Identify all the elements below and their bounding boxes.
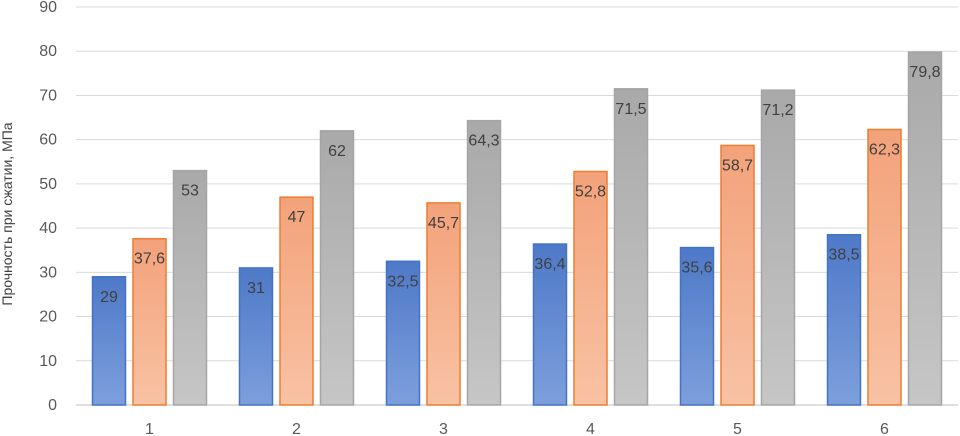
y-tick-label: 60 bbox=[39, 132, 57, 149]
y-tick-label: 30 bbox=[39, 264, 57, 281]
bar bbox=[172, 169, 208, 406]
bar bbox=[826, 233, 862, 406]
x-tick-label: 6 bbox=[880, 421, 889, 436]
data-label: 52,8 bbox=[575, 184, 606, 201]
bar bbox=[907, 51, 943, 406]
bar bbox=[573, 170, 608, 406]
data-label: 53 bbox=[181, 183, 199, 200]
x-axis-ticks: 1 2 3 4 5 6 bbox=[145, 421, 889, 436]
data-label: 35,6 bbox=[681, 260, 712, 277]
data-label: 36,4 bbox=[534, 256, 565, 273]
bar bbox=[91, 276, 127, 406]
bar bbox=[720, 144, 755, 406]
x-tick-label: 4 bbox=[586, 421, 595, 436]
x-tick-label: 2 bbox=[292, 421, 301, 436]
bar bbox=[466, 119, 502, 406]
y-axis-title: Прочность при сжатии, МПа bbox=[0, 122, 15, 305]
data-label: 62,3 bbox=[869, 141, 900, 158]
data-label: 37,6 bbox=[134, 251, 165, 268]
y-tick-label: 40 bbox=[39, 220, 57, 237]
x-tick-label: 1 bbox=[145, 421, 154, 436]
y-tick-label: 0 bbox=[48, 397, 57, 414]
y-tick-label: 90 bbox=[39, 0, 57, 16]
y-tick-label: 10 bbox=[39, 353, 57, 370]
bar bbox=[132, 237, 167, 406]
y-tick-label: 50 bbox=[39, 176, 57, 193]
data-label: 79,8 bbox=[909, 64, 940, 81]
bar bbox=[679, 246, 715, 406]
data-label: 71,5 bbox=[615, 101, 646, 118]
y-axis-ticks: 0 10 20 30 40 50 60 70 80 90 bbox=[39, 0, 57, 414]
x-tick-label: 3 bbox=[439, 421, 448, 436]
data-label: 38,5 bbox=[828, 247, 859, 264]
data-label: 58,7 bbox=[722, 157, 753, 174]
y-tick-label: 20 bbox=[39, 309, 57, 326]
data-label: 64,3 bbox=[468, 133, 499, 150]
data-label: 62 bbox=[328, 143, 346, 160]
gridlines bbox=[76, 6, 958, 406]
bar bbox=[279, 196, 314, 406]
data-label: 45,7 bbox=[428, 215, 459, 232]
y-tick-label: 80 bbox=[39, 43, 57, 60]
bar bbox=[867, 128, 902, 406]
bar bbox=[532, 243, 568, 406]
bar bbox=[426, 202, 461, 406]
data-label: 32,5 bbox=[387, 273, 418, 290]
bar bbox=[760, 89, 796, 406]
data-labels: 29 37,6 53 31 47 62 32,5 45,7 64,3 36,4 52,8 71,5 35… bbox=[100, 64, 941, 306]
bar bbox=[613, 88, 649, 406]
x-tick-label: 5 bbox=[733, 421, 742, 436]
data-label: 71,2 bbox=[762, 102, 793, 119]
data-label: 29 bbox=[100, 289, 118, 306]
bar bbox=[319, 130, 355, 406]
data-label: 31 bbox=[247, 280, 265, 297]
data-label: 47 bbox=[288, 209, 306, 226]
bars bbox=[91, 51, 943, 406]
y-tick-label: 70 bbox=[39, 87, 57, 104]
bar bbox=[385, 260, 421, 406]
bar bbox=[238, 267, 274, 406]
